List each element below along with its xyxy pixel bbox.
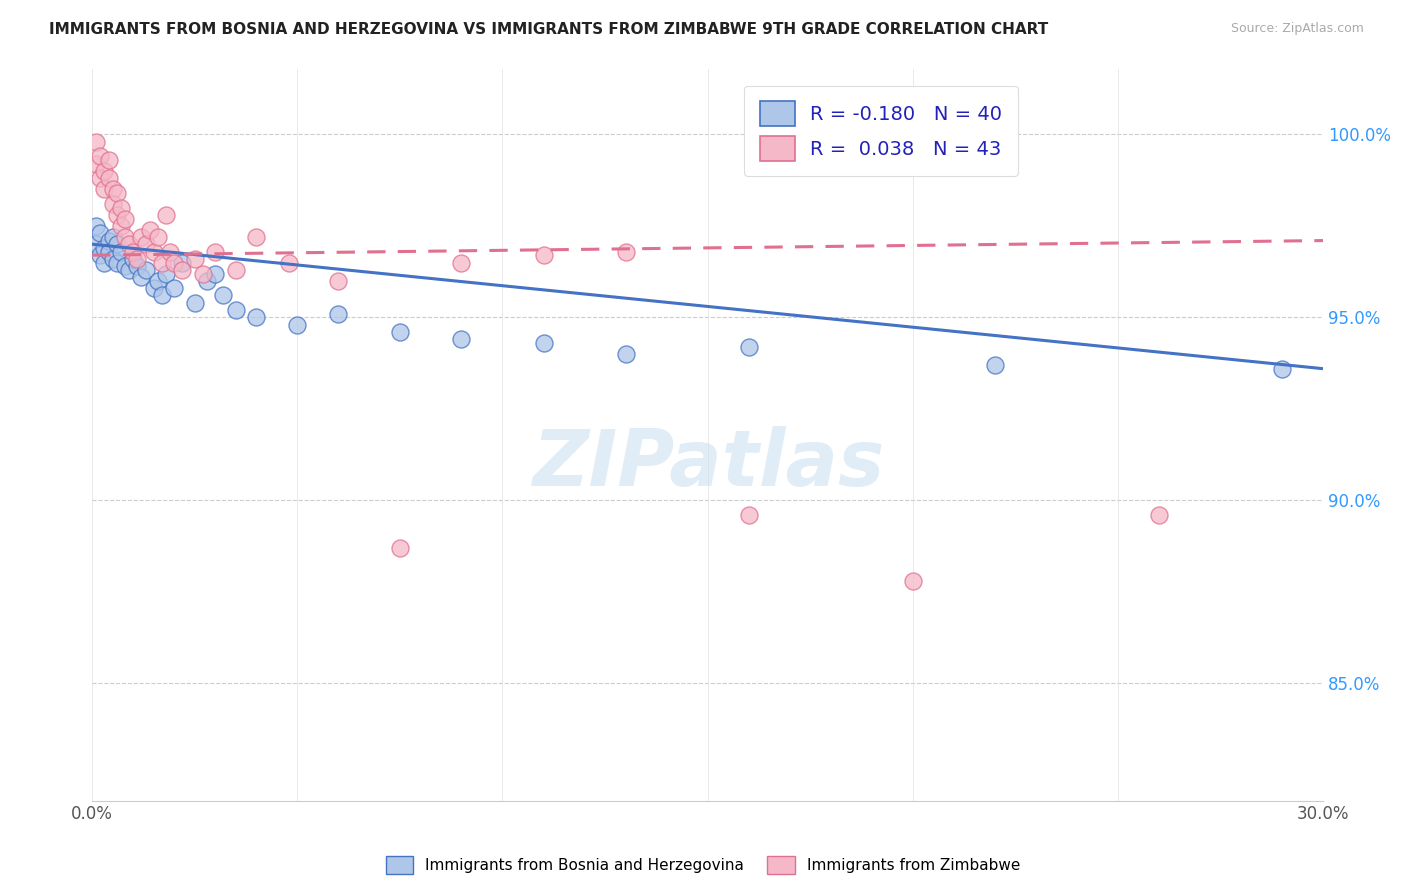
Point [163, 255, 186, 269]
Point [93, 182, 115, 196]
Point [93, 241, 115, 255]
Point [737, 340, 759, 354]
Point [191, 267, 214, 281]
Point [388, 541, 411, 555]
Point [114, 211, 136, 226]
Point [89, 149, 111, 163]
Point [131, 270, 153, 285]
Point [204, 267, 226, 281]
Point [84, 219, 107, 233]
Point [328, 307, 350, 321]
Point [984, 358, 1007, 372]
Point [172, 263, 194, 277]
Point [101, 230, 124, 244]
Point [101, 182, 124, 196]
Point [105, 255, 128, 269]
Point [134, 263, 156, 277]
Legend: Immigrants from Bosnia and Herzegovina, Immigrants from Zimbabwe: Immigrants from Bosnia and Herzegovina, … [380, 850, 1026, 880]
Point [131, 230, 153, 244]
Point [1271, 361, 1294, 376]
Point [150, 255, 173, 269]
Point [101, 252, 124, 266]
Text: IMMIGRANTS FROM BOSNIA AND HERZEGOVINA VS IMMIGRANTS FROM ZIMBABWE 9TH GRADE COR: IMMIGRANTS FROM BOSNIA AND HERZEGOVINA V… [49, 22, 1049, 37]
Point [110, 201, 132, 215]
Point [127, 252, 149, 266]
Point [146, 274, 169, 288]
Point [142, 281, 165, 295]
Point [737, 508, 759, 522]
Point [614, 244, 637, 259]
Point [114, 230, 136, 244]
Point [105, 208, 128, 222]
Point [118, 237, 141, 252]
Point [84, 135, 107, 149]
Point [245, 310, 267, 325]
Point [122, 252, 145, 266]
Point [93, 164, 115, 178]
Point [245, 230, 267, 244]
Point [89, 248, 111, 262]
Point [105, 237, 128, 252]
Text: Source: ZipAtlas.com: Source: ZipAtlas.com [1230, 22, 1364, 36]
Point [1147, 508, 1170, 522]
Point [450, 332, 472, 346]
Point [163, 281, 186, 295]
Point [159, 244, 181, 259]
Point [172, 255, 194, 269]
Point [212, 288, 235, 302]
Point [225, 303, 247, 318]
Point [93, 255, 115, 269]
Point [184, 295, 207, 310]
Point [533, 336, 555, 351]
Point [225, 263, 247, 277]
Point [150, 288, 173, 302]
Point [155, 267, 177, 281]
Point [118, 263, 141, 277]
Point [97, 234, 120, 248]
Point [195, 274, 218, 288]
Legend: R = -0.180   N = 40, R =  0.038   N = 43: R = -0.180 N = 40, R = 0.038 N = 43 [744, 86, 1018, 177]
Point [450, 255, 472, 269]
Point [204, 244, 226, 259]
Point [285, 318, 308, 332]
Point [97, 171, 120, 186]
Point [84, 157, 107, 171]
Point [97, 153, 120, 167]
Point [328, 274, 350, 288]
Point [388, 325, 411, 339]
Point [110, 219, 132, 233]
Point [901, 574, 924, 588]
Point [278, 255, 301, 269]
Text: ZIPatlas: ZIPatlas [531, 425, 884, 502]
Point [89, 171, 111, 186]
Point [184, 252, 207, 266]
Point [134, 237, 156, 252]
Point [146, 230, 169, 244]
Point [114, 259, 136, 273]
Point [89, 226, 111, 240]
Point [155, 208, 177, 222]
Point [97, 244, 120, 259]
Point [101, 197, 124, 211]
Point [122, 244, 145, 259]
Point [614, 347, 637, 361]
Point [138, 222, 160, 236]
Point [105, 186, 128, 200]
Point [127, 259, 149, 273]
Point [533, 248, 555, 262]
Point [84, 237, 107, 252]
Point [142, 244, 165, 259]
Point [110, 244, 132, 259]
